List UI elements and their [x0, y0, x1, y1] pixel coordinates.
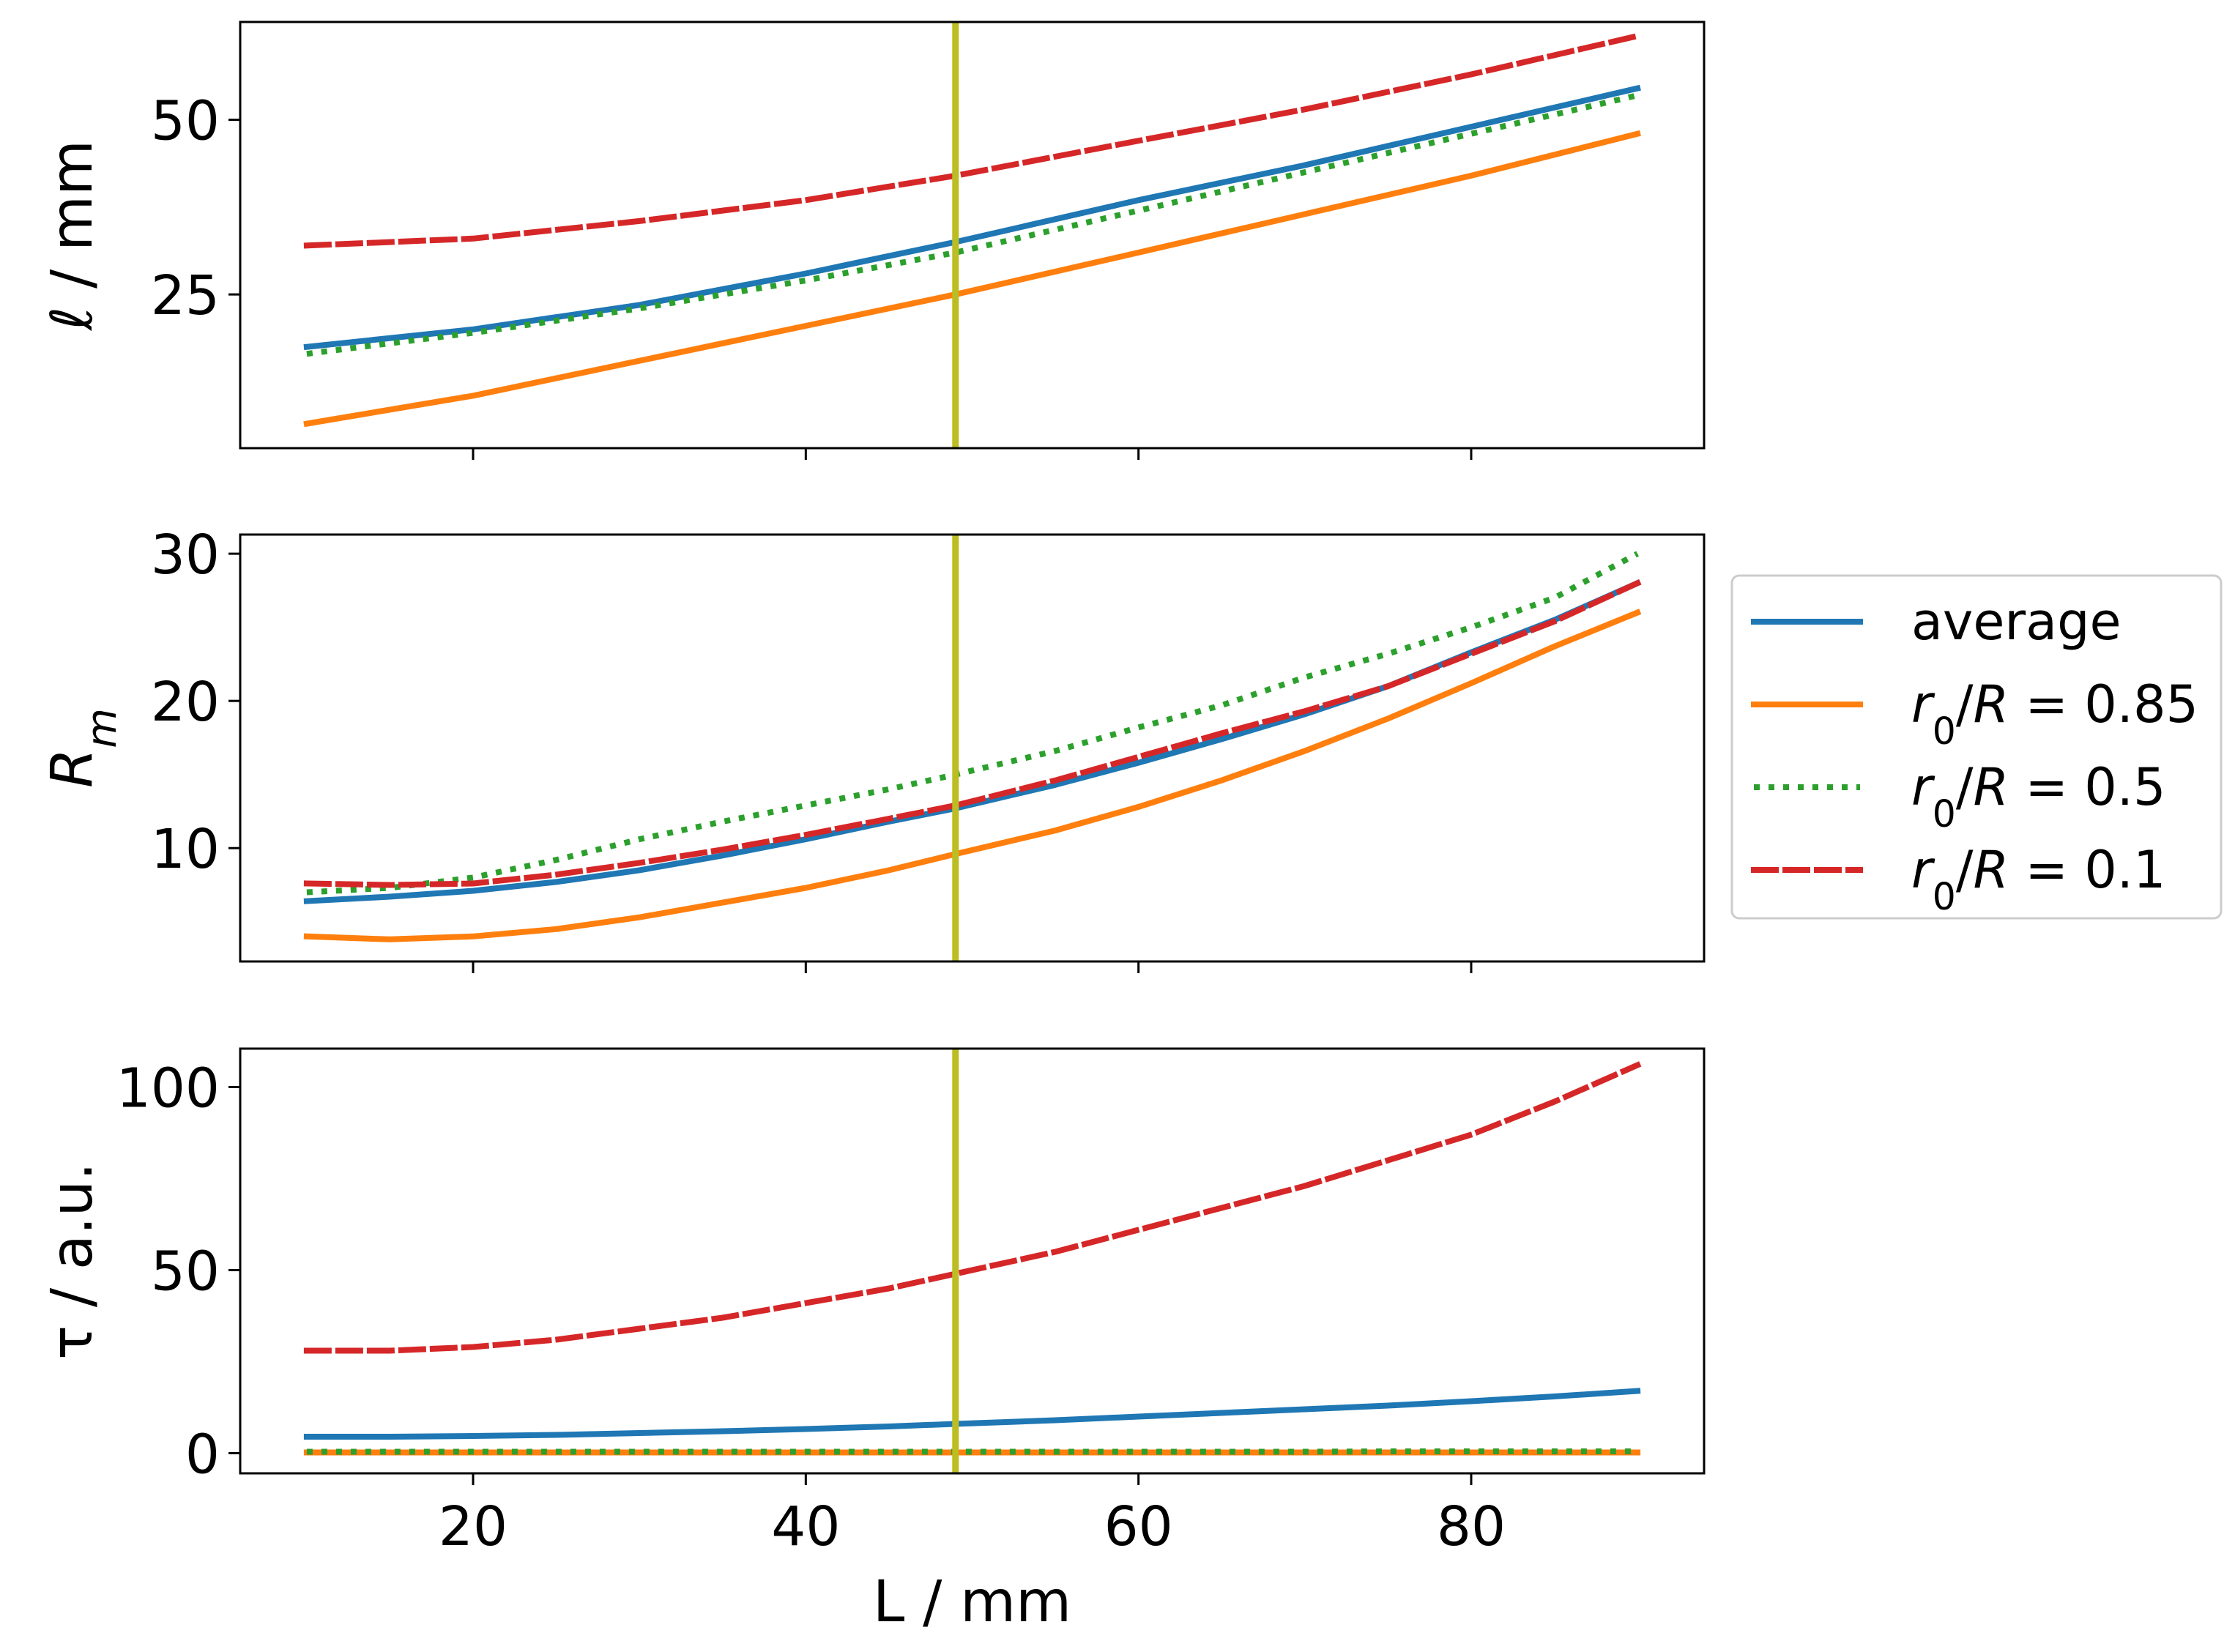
axes-frame-bottom — [239, 1047, 1706, 1475]
axes-frame-middle — [239, 533, 1706, 963]
series-line-middle-3 — [303, 578, 1642, 888]
x-tick-label: 40 — [771, 1495, 840, 1558]
y-tick-label: 50 — [151, 90, 220, 153]
series-line-top-2 — [306, 92, 1639, 357]
y-tick-label: 100 — [116, 1057, 220, 1120]
x-axis-label: L / mm — [873, 1569, 1071, 1635]
axes-frame-top — [239, 21, 1706, 450]
x-tick-label: 80 — [1437, 1495, 1506, 1558]
x-tick-label: 20 — [439, 1495, 507, 1558]
y-tick-label: 50 — [151, 1240, 220, 1303]
legend-label: r0/R = 0.1 — [1911, 840, 2166, 918]
y-tick-label: 0 — [185, 1424, 220, 1487]
x-tick-label: 60 — [1104, 1495, 1173, 1558]
y-axis-label-bottom: τ / a.u. — [40, 1162, 105, 1360]
y-axis-label-top: ℓ / mm — [40, 140, 105, 332]
y-tick-label: 25 — [151, 264, 220, 327]
panel-top: 25 50 ℓ / mm — [40, 21, 1706, 460]
y-tick-label: 20 — [151, 671, 220, 734]
y-tick-label: 10 — [151, 818, 220, 881]
legend-label: average — [1911, 592, 2121, 652]
legend-label: r0/R = 0.5 — [1911, 757, 2166, 836]
panel-middle: 10 20 30 Rm — [40, 524, 1706, 973]
legend-box — [1730, 574, 2223, 920]
series-line-bottom-3 — [303, 1061, 1642, 1354]
legend-label: r0/R = 0.85 — [1911, 674, 2198, 753]
y-tick-label: 30 — [151, 524, 220, 587]
y-axis-label-middle: Rm — [40, 708, 126, 788]
